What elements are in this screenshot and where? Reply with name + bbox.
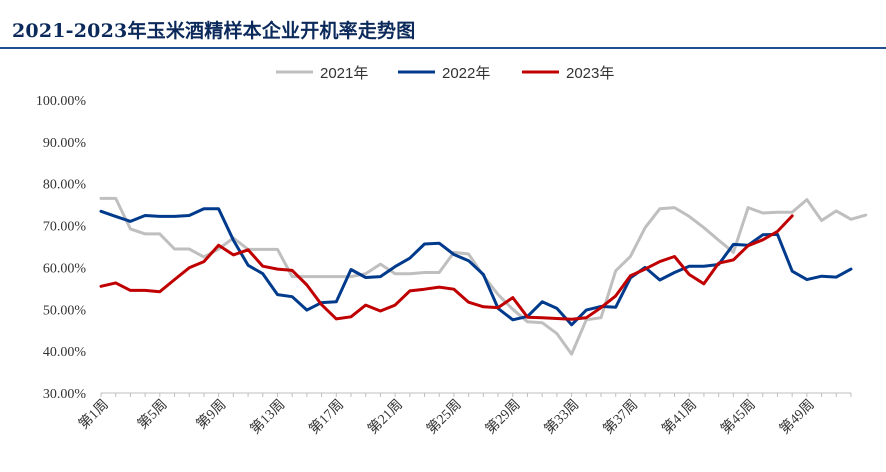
- legend-label: 2021年: [320, 65, 368, 82]
- legend-label: 2023年: [566, 65, 614, 82]
- y-tick-label: 30.00%: [43, 387, 87, 402]
- series-line-3: [99, 214, 794, 321]
- legend-label: 2022年: [442, 65, 490, 82]
- y-tick-label: 50.00%: [43, 303, 87, 318]
- y-tick-label: 70.00%: [43, 220, 87, 235]
- x-axis: 第1周 第5周 第9周 第13周 第17周 第21周 第25周 第29周 第33周 第37周 第41…: [75, 392, 852, 438]
- y-tick-label: 100.00%: [36, 94, 87, 109]
- y-tick-label: 40.00%: [43, 345, 87, 360]
- x-tick-label: 第13周: [247, 396, 289, 438]
- y-axis: 30.00% 40.00% 50.00% 60.00% 70.00% 80.00% 90.0…: [36, 94, 87, 402]
- title-underline: [0, 47, 886, 49]
- x-tick-label: 第21周: [364, 396, 406, 438]
- chart-title: 2021-2023年玉米酒精样本企业开机率走势图: [12, 20, 416, 42]
- x-tick-label: 第41周: [658, 396, 700, 438]
- x-tick-label: 第25周: [423, 396, 465, 438]
- x-tick-label: 第45周: [717, 396, 759, 438]
- x-tick-label: 第5周: [134, 396, 171, 433]
- series-line-2: [99, 207, 853, 327]
- x-tick-label: 第37周: [600, 396, 642, 438]
- x-tick-label: 第33周: [541, 396, 583, 438]
- x-tick-label: 第9周: [193, 396, 230, 433]
- y-tick-label: 90.00%: [43, 136, 87, 151]
- series-lines: [99, 196, 868, 356]
- x-tick-label: 第49周: [776, 396, 818, 438]
- y-tick-label: 80.00%: [43, 178, 87, 193]
- x-tick-label: 第17周: [305, 396, 347, 438]
- y-tick-label: 60.00%: [43, 261, 87, 276]
- x-tick-label: 第29周: [482, 396, 524, 438]
- legend: 2021年 2022年 2023年: [276, 65, 614, 82]
